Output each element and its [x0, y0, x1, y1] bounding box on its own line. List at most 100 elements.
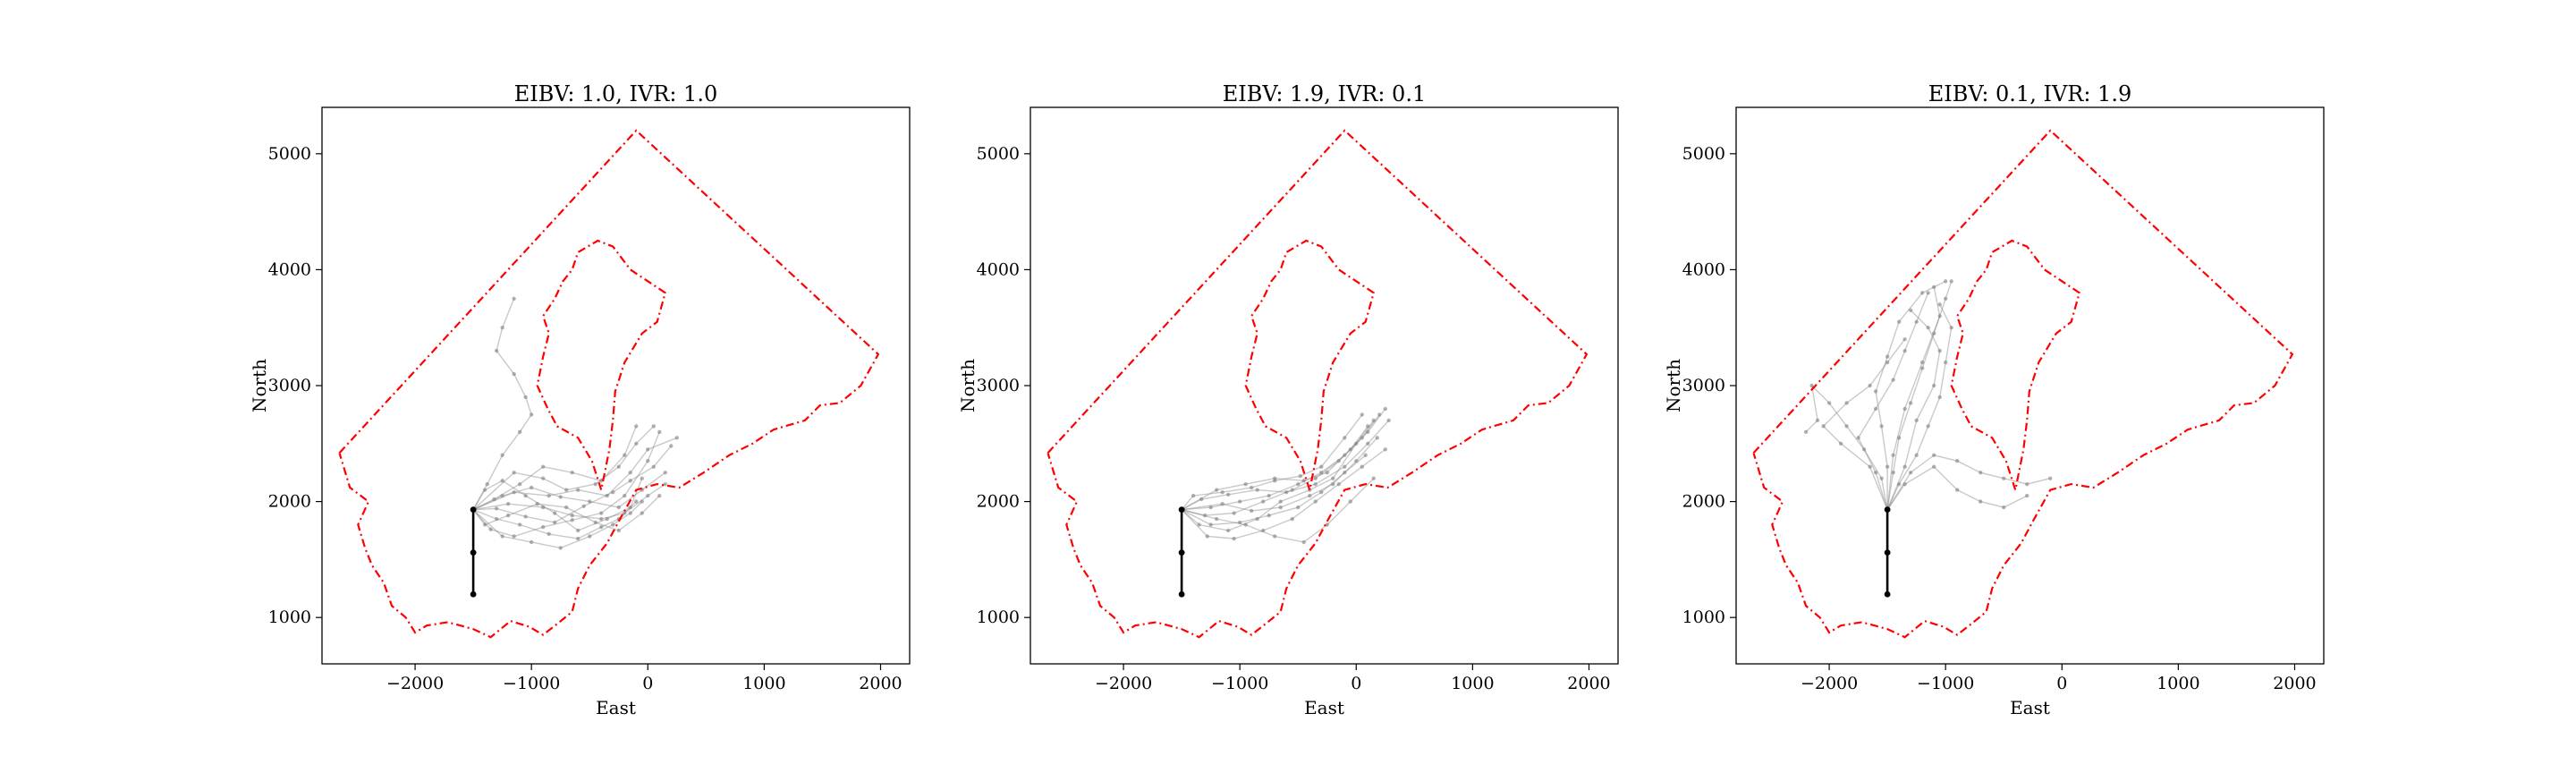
- path-point: [1891, 470, 1895, 475]
- path-point: [1885, 360, 1890, 365]
- path-line: [472, 471, 666, 511]
- path-point: [505, 513, 511, 518]
- path-point: [623, 453, 627, 457]
- path-line: [1857, 293, 1929, 510]
- boundary-inner: [536, 239, 667, 490]
- x-tick-label: −1000: [503, 674, 560, 693]
- path-point: [1225, 492, 1231, 497]
- path-point: [1208, 505, 1213, 510]
- path-point: [494, 348, 499, 353]
- start-point: [470, 590, 477, 598]
- path-point: [599, 516, 604, 522]
- path-point: [2002, 476, 2006, 480]
- path-line: [1822, 338, 1906, 510]
- chart-panel-2: −2000 −1000 0 1000 2000 1000 2000 3000 4000 5000 E…: [957, 81, 1619, 718]
- path-point: [1220, 490, 1224, 495]
- path-point: [1205, 534, 1209, 539]
- path-point: [523, 514, 528, 519]
- path-point: [1255, 516, 1259, 522]
- start-point: [1178, 506, 1185, 514]
- path-point: [576, 536, 580, 541]
- path-point: [1949, 279, 1953, 284]
- path-point: [517, 429, 522, 435]
- path-point: [640, 476, 644, 480]
- path-point: [1879, 476, 1884, 480]
- path-point: [1873, 470, 1878, 475]
- y-tick-label: 3000: [268, 376, 311, 395]
- path-line: [472, 298, 532, 511]
- x-tick-label: 1000: [742, 674, 785, 693]
- path-point: [646, 493, 650, 498]
- start-point: [1884, 506, 1891, 514]
- path-point: [1868, 383, 1872, 388]
- path-point: [1371, 418, 1376, 423]
- y-axis-label: North: [249, 359, 270, 412]
- path-point: [616, 464, 621, 469]
- path-point: [1255, 488, 1259, 492]
- y-tick-label: 2000: [977, 492, 1020, 512]
- path-point: [512, 296, 516, 302]
- path-point: [1284, 490, 1289, 495]
- path-line: [1805, 383, 1888, 510]
- path-point: [1225, 528, 1231, 533]
- path-point: [1343, 464, 1347, 469]
- path-point: [1363, 453, 1368, 457]
- path-point: [663, 470, 667, 475]
- path-line: [1886, 303, 1953, 510]
- path-point: [651, 464, 656, 469]
- path-point: [1937, 314, 1942, 319]
- boundary-inner: [1244, 239, 1376, 490]
- path-point: [1199, 497, 1204, 502]
- path-point: [1360, 464, 1364, 469]
- path-point: [1383, 406, 1388, 412]
- path-point: [1949, 326, 1953, 330]
- path-point: [1232, 536, 1236, 541]
- y-tick-label: 2000: [1682, 492, 1725, 512]
- y-tick-label: 4000: [977, 259, 1020, 279]
- path-point: [616, 505, 621, 510]
- path-point: [488, 527, 493, 531]
- chart-panel-3: −2000 −1000 0 1000 2000 1000 2000 3000 4000 5000 E…: [1663, 81, 2325, 718]
- path-point: [482, 488, 487, 492]
- path-point: [1249, 485, 1254, 490]
- path-point: [1908, 308, 1913, 312]
- path-point: [1267, 493, 1271, 498]
- path-line: [472, 425, 655, 511]
- path-point: [482, 522, 487, 527]
- path-point: [1313, 481, 1318, 487]
- path-point: [657, 493, 662, 498]
- path-point: [564, 488, 569, 492]
- path-point: [540, 505, 546, 510]
- path-point: [1260, 499, 1266, 504]
- path-point: [1243, 481, 1248, 487]
- path-point: [623, 493, 627, 498]
- path-point: [1301, 479, 1306, 483]
- start-point: [1178, 590, 1185, 598]
- path-point: [529, 539, 534, 545]
- path-point: [558, 495, 563, 499]
- path-line: [1886, 281, 1953, 510]
- chart-title: EIBV: 0.1, IVR: 1.9: [1928, 81, 2131, 106]
- x-tick-label: 2000: [2273, 674, 2316, 693]
- path-point: [593, 520, 597, 525]
- path-point: [1354, 441, 1359, 446]
- x-axis-label: East: [1304, 697, 1344, 718]
- path-point: [646, 459, 650, 463]
- path-line: [472, 501, 637, 539]
- path-point: [1375, 436, 1379, 440]
- path-point: [1891, 378, 1895, 382]
- y-tick-label: 1000: [977, 607, 1020, 627]
- path-point: [1220, 501, 1224, 506]
- path-point: [1267, 513, 1271, 518]
- path-point: [1319, 470, 1324, 475]
- path-point: [1844, 401, 1849, 405]
- y-axis-label: North: [957, 359, 979, 412]
- path-point: [1331, 476, 1335, 480]
- path-point: [512, 490, 516, 495]
- path-point: [2002, 505, 2006, 510]
- y-tick-label: 4000: [1682, 259, 1725, 279]
- path-point: [540, 464, 546, 469]
- path-point: [1260, 528, 1266, 533]
- path-point: [1377, 412, 1382, 417]
- path-point: [1931, 285, 1936, 290]
